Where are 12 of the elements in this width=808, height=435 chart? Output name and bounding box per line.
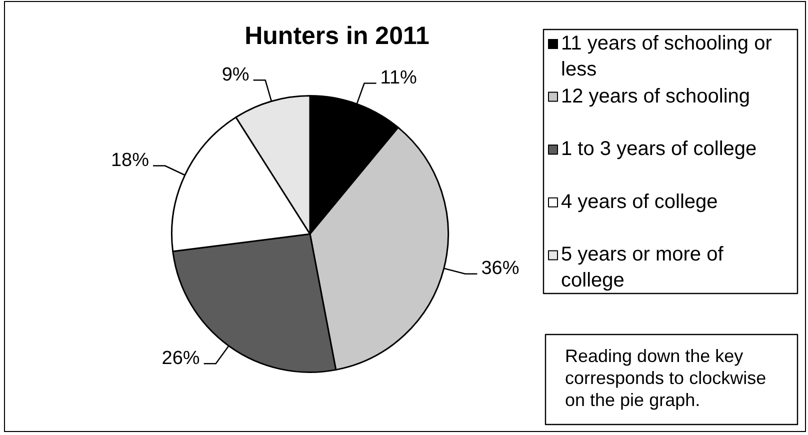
data-label: 26% [162,348,200,369]
data-label: 9% [222,64,250,86]
data-label: 18% [110,150,150,172]
legend-label: 11 years of schooling or less [561,32,772,81]
data-label: 36% [481,258,520,280]
legend-label: 12 years of schooling [561,85,750,108]
data-label: 11% [380,67,418,88]
chart-title: Hunters in 2011 [244,22,430,50]
legend-label: 4 years of college [561,190,718,213]
text: Reading down the key corresponds to clockwise on the pie graph. [565,346,766,410]
legend-label: 5 years or more of college [561,244,724,292]
legend-label: 1 to 3 years of college [561,138,757,160]
